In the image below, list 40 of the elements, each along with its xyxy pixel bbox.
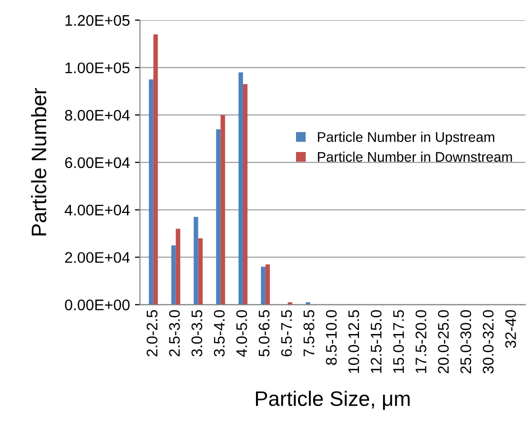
x-tick-label: 17.5-20.0 <box>416 310 426 373</box>
x-axis-title: Particle Size, μm <box>256 390 410 410</box>
x-tick-label: 3.0-3.5 <box>191 310 202 356</box>
x-tick-label: 6.5-7.5 <box>281 310 292 356</box>
x-tick-label: 30.0-32.0 <box>482 310 494 374</box>
x-tick-label: 2.0-2.5 <box>146 310 158 356</box>
y-tick-label: 1.20E+05 <box>66 15 130 26</box>
bar <box>220 114 226 305</box>
bar <box>216 129 221 305</box>
y-tick-label: 0.00E+00 <box>64 300 130 310</box>
bar <box>176 228 180 305</box>
y-tick-label: 1.00E+05 <box>66 62 130 74</box>
bar <box>153 34 158 305</box>
x-tick-label: 32-40 <box>505 310 516 348</box>
y-tick-label: 4.00E+04 <box>64 204 130 216</box>
x-tick-label: 15.0-17.5 <box>393 310 404 373</box>
bar <box>171 245 176 305</box>
bar <box>194 216 198 305</box>
bar <box>243 84 248 305</box>
y-tick-label: 2.00E+04 <box>65 252 130 263</box>
bar <box>238 72 244 305</box>
bar <box>260 266 266 305</box>
legend-label: Particle Number in Downstream <box>318 152 512 162</box>
x-tick-label: 3.5-4.0 <box>214 310 225 356</box>
x-tick-label: 7.5-8.5 <box>304 310 314 356</box>
x-tick-label: 5.0-6.5 <box>258 310 270 356</box>
bar <box>265 264 270 305</box>
y-tick-label: 6.00E+04 <box>65 157 130 168</box>
x-tick-label: 2.5-3.0 <box>169 310 180 356</box>
x-tick-label: 10.0-12.5 <box>348 310 360 373</box>
bar <box>148 79 154 305</box>
y-axis-title: Particle Number <box>31 88 46 236</box>
y-tick-label: 8.00E+04 <box>65 110 130 121</box>
x-tick-label: 4.0-5.0 <box>236 310 248 357</box>
x-tick-label: 12.5-15.0 <box>370 310 382 373</box>
bar <box>198 238 203 305</box>
x-tick-label: 20.0-25.0 <box>438 310 449 374</box>
legend-label: Particle Number in Upstream <box>318 132 494 145</box>
x-tick-label: 25.0-30.0 <box>460 310 472 374</box>
x-tick-label: 8.5-10.0 <box>326 310 337 365</box>
